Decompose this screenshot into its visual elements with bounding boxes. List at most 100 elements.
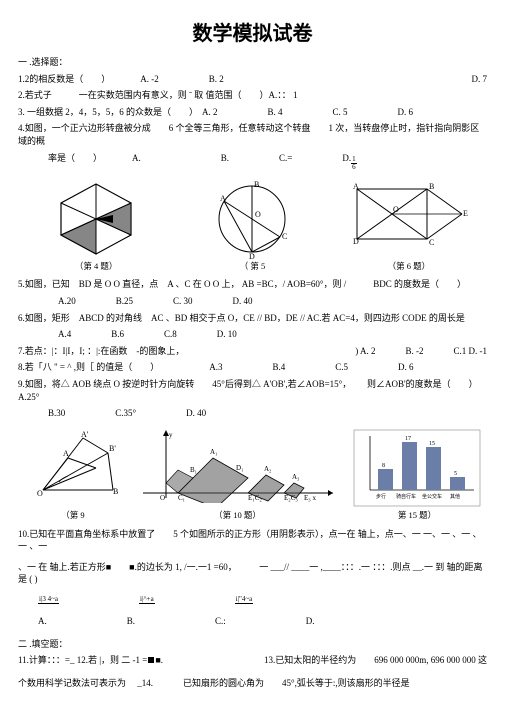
q6-b: B.6: [111, 328, 124, 341]
svg-text:15: 15: [429, 441, 435, 447]
q11-black: ■.: [155, 654, 163, 667]
q8-b: B.4: [272, 361, 285, 374]
svg-text:A: A: [63, 449, 69, 458]
svg-text:A₃: A₃: [292, 473, 300, 481]
q7-stem: 7.若点：|：I|I，I; ：|:在函数 -的图象上，: [18, 345, 184, 358]
q4-opt-c: C.=: [279, 152, 292, 165]
figure-row-2: O A' B' A B O C₁ A₁: [18, 428, 487, 508]
svg-text:D: D: [249, 252, 255, 259]
svg-text:B': B': [109, 444, 116, 453]
svg-text:y: y: [169, 431, 173, 439]
svg-text:D: D: [353, 237, 359, 246]
figure-4-hexagon: [18, 179, 174, 259]
q2-stem: 2.若式子 一在实数范围内有意义，则 ˉ 取 值范围（ ）A.：： 1: [18, 90, 298, 100]
paper-title: 数学模拟试卷: [18, 20, 487, 48]
q8-c: C.5: [335, 361, 348, 374]
q6-a: A.4: [58, 328, 71, 341]
svg-text:B: B: [254, 180, 259, 189]
q13-stem: 13.已知太阳的半径约为 696 000 000m, 696 000 000 这: [264, 654, 487, 667]
figure-9-rotation: O A' B' A B: [18, 428, 128, 508]
caption-6: （第 6 题）: [331, 261, 487, 273]
svg-text:A: A: [220, 194, 226, 203]
caption-4: （第 4 题）: [18, 261, 174, 273]
svg-text:其他: 其他: [450, 493, 460, 500]
question-14: 个数用科学记数法可表示为 _14. 已知扇形的圆心角为 45°,弧长等于:,则该…: [18, 677, 487, 690]
q4-opt-a: A.: [132, 152, 141, 165]
q1-opt-a: A. -2: [140, 73, 159, 86]
svg-text:骑自行车: 骑自行车: [396, 493, 416, 500]
question-10-l2: 、一 在 轴上.若正方形■ ■.的边长为 1, /一.一1 =60， 一 ___…: [18, 561, 487, 586]
q3-opt-d: D. 6: [398, 106, 414, 119]
svg-text:E: E: [463, 209, 468, 218]
svg-text:E₂C₃: E₂C₃: [284, 494, 298, 502]
q4-opt-b: B.: [221, 152, 229, 165]
svg-text:A: A: [353, 182, 359, 191]
svg-text:8: 8: [382, 463, 385, 469]
q4-opt-d: D.: [342, 152, 351, 165]
svg-text:B: B: [113, 487, 118, 496]
q3-opt-a: A. 2: [202, 106, 218, 119]
svg-text:A₂: A₂: [264, 465, 272, 473]
svg-text:A₁: A₁: [210, 448, 218, 456]
q5-d: D. 40: [233, 295, 253, 308]
question-3: 3. 一组数据 2，4，5，5，6 的众数是（ ） A. 2 B. 4 C. 5…: [18, 106, 487, 119]
question-6: 6.如图，矩形 ABCD 的对角线 AC 、BD 相交于点 O，CE // BD…: [18, 312, 487, 325]
svg-text:C₁: C₁: [178, 494, 185, 502]
svg-text:O: O: [37, 489, 43, 498]
q5-b: B.25: [116, 295, 133, 308]
q10-box-a: A.: [38, 615, 47, 628]
q8-d: D. 6: [398, 361, 414, 374]
svg-text:C: C: [282, 232, 287, 241]
q9-b: B.30: [48, 407, 65, 420]
svg-text:17: 17: [405, 436, 411, 442]
q8-stem: 8.若「八 " = ^ ,则［ 的值是（ ）: [18, 361, 159, 374]
caption-10: （第 10 题）: [138, 510, 338, 522]
q6-d: D. 10: [217, 328, 237, 341]
question-10-l1: 10.已知在平面直角坐标系中放置了 5 个如图所示的正方形（用阴影表示），点一在…: [18, 528, 487, 553]
q3-opt-b: B. 4: [268, 106, 283, 119]
question-9: 9.如图，将△ AOB 绕点 O 按逆时针方向旋转 45°后得到△ A'OB',…: [18, 378, 487, 403]
figure-10-squares: O C₁ A₁ D₁ E₁C₂ A₂ E₂C₃ A₃ E₃ x y B₁: [138, 428, 338, 508]
q9-d: D. 40: [186, 407, 206, 420]
q6-options: A.4 B.6 C.8 D. 10: [58, 328, 487, 341]
q11-stem: 11.计算：：：=_ 12.若 |，则 二 -1 =: [18, 654, 147, 667]
question-5: 5.如图，已知 BD 是 O O 直径，点 A 、C 在 O O 上， AB =…: [18, 278, 487, 291]
svg-text:A': A': [81, 430, 89, 439]
svg-text:坐公交车: 坐公交车: [422, 493, 442, 500]
q14a: 个数用科学记数法可表示为 _14.: [18, 677, 153, 690]
section-2-head: 二 .填空题：: [18, 638, 487, 651]
q1-opt-b: B. 2: [209, 73, 224, 86]
svg-text:B₁: B₁: [190, 466, 197, 474]
q1-stem: 1.2的相反数是（ ）: [18, 73, 110, 86]
section-1-head: 一 .选择题：: [18, 56, 487, 69]
question-4-l2: 率是（ ） A. B. C.= D. 1 6: [18, 152, 487, 171]
q7-a: ) A. 2: [355, 345, 375, 358]
question-4-l1: 4.如图，一个正六边形转盘被分成 6 个全等三角形，任意转动这个转盘 1 次，当…: [18, 122, 487, 147]
svg-text:C: C: [429, 238, 434, 247]
q3-opt-c: C. 5: [333, 106, 348, 119]
caption-5: （ 第 5: [174, 261, 330, 273]
svg-text:5: 5: [454, 471, 457, 477]
q6-c: C.8: [164, 328, 177, 341]
q3-stem: 3. 一组数据 2，4，5，5，6 的众数是（ ）: [18, 106, 198, 119]
q5-a: A.20: [58, 295, 76, 308]
q4-frac-d: 1 6: [351, 156, 357, 171]
svg-text:O: O: [160, 494, 165, 502]
figure-15-barchart: 8 17 15 5 步行 骑自行车 坐公交车 其他: [347, 428, 487, 508]
q10-l2-text: 、一 在 轴上.若正方形■ ■.的边长为 1, /一.一1 =60， 一 ___…: [18, 562, 482, 585]
svg-text:O: O: [393, 205, 399, 214]
exam-page: 数学模拟试卷 一 .选择题： 1.2的相反数是（ ） A. -2 B. 2 D.…: [0, 0, 505, 713]
caption-row-1: （第 4 题） （ 第 5 （第 6 题）: [18, 261, 487, 273]
q1-opt-d: D. 7: [472, 73, 488, 86]
q10-box-b: B.: [127, 615, 135, 628]
q8-a: A.3: [209, 361, 222, 374]
svg-text:E₁C₂: E₁C₂: [248, 494, 262, 502]
question-2: 2.若式子 一在实数范围内有意义，则 ˉ 取 值范围（ ）A.：： 1: [18, 89, 487, 102]
q7-c: C.1 D. -1: [454, 345, 488, 358]
q9-c: C.35°: [115, 407, 136, 420]
caption-15: 第 15 题）: [347, 510, 487, 522]
q5-options: A.20 B.25 C. 30 D. 40: [58, 295, 487, 308]
caption-row-2: （第 9 （第 10 题） 第 15 题）: [18, 510, 487, 522]
figure-6-rect: A D B C O E: [331, 179, 487, 259]
question-1: 1.2的相反数是（ ） A. -2 B. 2 D. 7: [18, 73, 487, 86]
